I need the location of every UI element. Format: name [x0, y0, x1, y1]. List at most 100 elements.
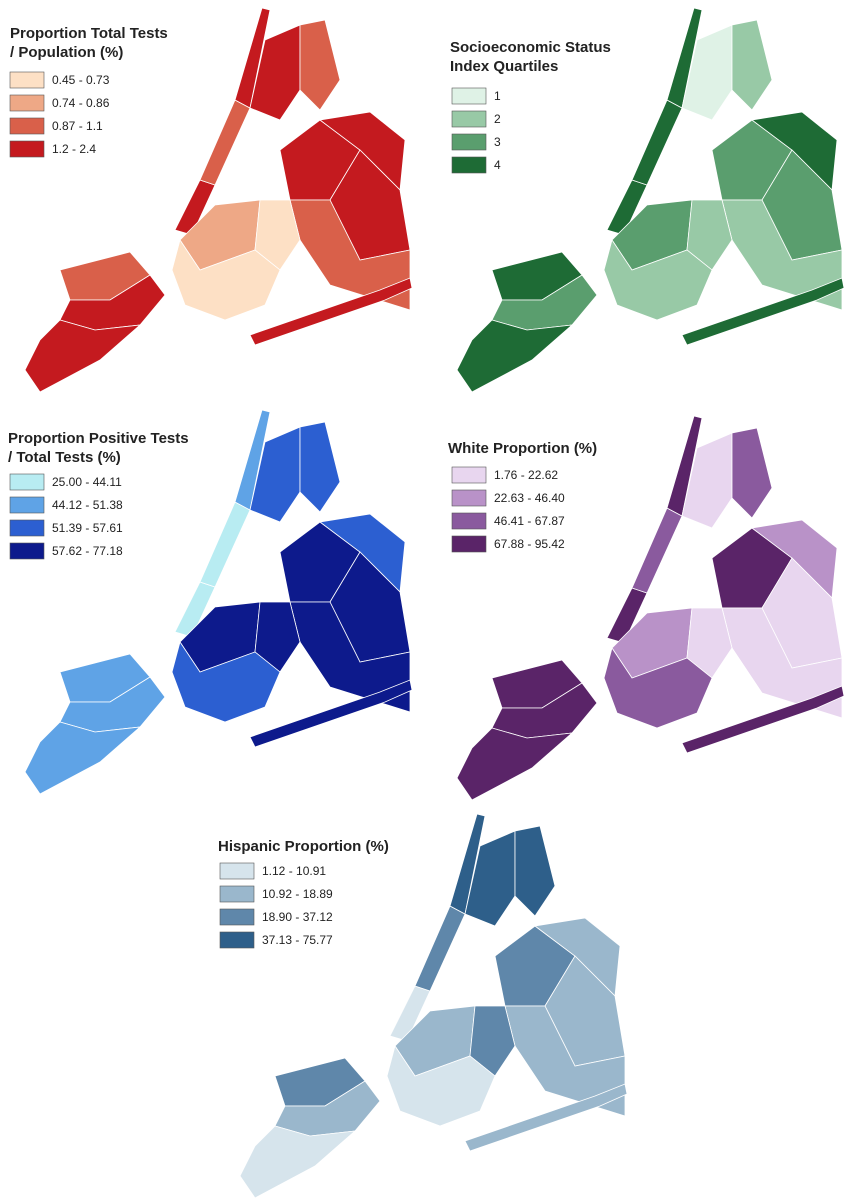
map-region [171, 239, 281, 321]
map-region [469, 1005, 516, 1077]
map-region [534, 917, 621, 997]
legend-swatch [219, 885, 255, 903]
legend-swatch [451, 156, 487, 174]
legend-label: 2 [494, 112, 501, 126]
map-region [731, 19, 773, 111]
map-region [681, 277, 845, 346]
map-region [603, 239, 713, 321]
legend-swatch [9, 473, 45, 491]
map-region [254, 199, 301, 271]
choropleth-map [239, 813, 628, 1199]
legend-swatch [9, 94, 45, 112]
legend-label: 46.41 - 67.87 [494, 514, 565, 528]
map-region [239, 1125, 357, 1199]
legend-label: 67.88 - 95.42 [494, 537, 565, 551]
legend-label: 18.90 - 37.12 [262, 910, 333, 924]
legend-swatch [451, 133, 487, 151]
legend-swatch [451, 535, 487, 553]
map-region [299, 19, 341, 111]
map-region [514, 825, 556, 917]
legend-swatch [9, 496, 45, 514]
map-region [171, 641, 281, 723]
map-region [234, 7, 271, 109]
map-region [751, 519, 838, 599]
choropleth-map [456, 7, 845, 393]
legend-swatch [451, 87, 487, 105]
legend-label: 0.45 - 0.73 [52, 73, 110, 87]
map-region [686, 199, 733, 271]
map-region [386, 1045, 496, 1127]
legend-label: 25.00 - 44.11 [52, 475, 122, 489]
map-region [319, 111, 406, 191]
map-region [299, 421, 341, 513]
legend-label: 10.92 - 18.89 [262, 887, 333, 901]
map-region [254, 601, 301, 673]
legend-label: 1.76 - 22.62 [494, 468, 558, 482]
map-region [249, 679, 413, 748]
map-region [731, 427, 773, 519]
map-region [686, 607, 733, 679]
legend-swatch [9, 71, 45, 89]
legend-title: / Total Tests (%) [8, 449, 121, 466]
map-panel: Proportion Total Tests / Population (%) 0… [9, 7, 413, 393]
legend-title: Proportion Positive Tests [8, 430, 189, 447]
map-region [319, 513, 406, 593]
choropleth-map [24, 7, 413, 393]
map-region [414, 905, 466, 992]
map-region [456, 319, 574, 393]
map-region [603, 647, 713, 729]
choropleth-map [456, 415, 845, 801]
legend-title: Proportion Total Tests [10, 25, 168, 42]
map-region [249, 277, 413, 346]
legend-label: 3 [494, 135, 501, 149]
legend-label: 1.2 - 2.4 [52, 142, 96, 156]
map-region [24, 721, 142, 795]
map-region [449, 813, 486, 915]
legend-swatch [451, 512, 487, 530]
map-region [199, 99, 251, 186]
choropleth-map [24, 409, 413, 795]
legend-label: 4 [494, 158, 501, 172]
legend-label: 1 [494, 89, 501, 103]
legend-title: / Population (%) [10, 44, 123, 61]
legend-title: Index Quartiles [450, 58, 558, 75]
map-panel: Socioeconomic Status Index Quartiles 1 2 3 4 [450, 7, 845, 393]
map-region [666, 415, 703, 517]
map-panel: Proportion Positive Tests / Total Tests (… [8, 409, 413, 795]
legend-swatch [451, 466, 487, 484]
legend-swatch [219, 931, 255, 949]
legend-label: 57.62 - 77.18 [52, 544, 123, 558]
legend-swatch [219, 908, 255, 926]
legend-swatch [9, 542, 45, 560]
map-region [631, 99, 683, 186]
legend-swatch [9, 140, 45, 158]
map-region [199, 501, 251, 588]
legend-swatch [451, 110, 487, 128]
map-region [751, 111, 838, 191]
legend-label: 0.87 - 1.1 [52, 119, 103, 133]
map-region [631, 507, 683, 594]
legend-title: Hispanic Proportion (%) [218, 838, 389, 855]
legend-label: 51.39 - 57.61 [52, 521, 123, 535]
legend-swatch [9, 117, 45, 135]
map-region [464, 1083, 628, 1152]
legend-label: 0.74 - 0.86 [52, 96, 110, 110]
legend-title: Socioeconomic Status [450, 39, 611, 56]
legend-swatch [219, 862, 255, 880]
legend-label: 22.63 - 46.40 [494, 491, 565, 505]
legend-title: White Proportion (%) [448, 440, 597, 457]
map-panel: White Proportion (%) 1.76 - 22.62 22.63 - … [448, 415, 845, 801]
map-region [681, 685, 845, 754]
map-region [666, 7, 703, 109]
map-region [234, 409, 271, 511]
map-region [24, 319, 142, 393]
legend-label: 37.13 - 75.77 [262, 933, 333, 947]
legend-swatch [451, 489, 487, 507]
legend-swatch [9, 519, 45, 537]
legend-label: 1.12 - 10.91 [262, 864, 326, 878]
map-region [456, 727, 574, 801]
map-panel: Hispanic Proportion (%) 1.12 - 10.91 10.92… [218, 813, 628, 1199]
legend-label: 44.12 - 51.38 [52, 498, 123, 512]
